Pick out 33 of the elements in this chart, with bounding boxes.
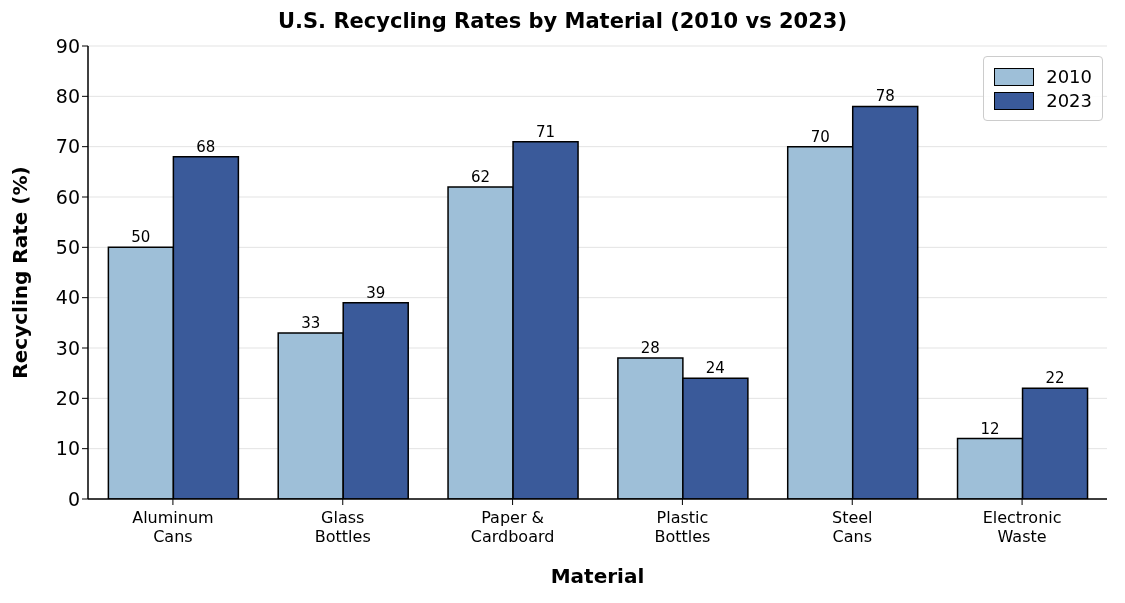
x-axis-title: Material [550,564,645,588]
legend-label: 2023 [1046,90,1092,111]
data-label: 12 [980,419,1000,438]
x-tick-label: Glass Bottles [314,508,371,546]
chart-title: U.S. Recycling Rates by Material (2010 vs 2023) [277,9,848,33]
y-tick-label: 90 [55,34,80,57]
y-tick-label: 20 [55,387,80,410]
data-label: 28 [640,339,660,358]
data-label: 50 [131,228,151,247]
data-label: 33 [301,313,321,332]
data-label: 62 [471,167,491,186]
legend-label: 2010 [1046,66,1092,87]
data-label: 70 [810,127,830,146]
y-tick-label: 80 [55,85,80,108]
y-tick-label: 50 [55,236,80,259]
data-label: 22 [1045,369,1065,388]
x-tick-label: Paper & Cardboard [470,508,555,546]
y-axis-title: Recycling Rate (%) [8,166,33,379]
y-tick-label: 0 [67,487,80,510]
y-tick-label: 10 [55,437,80,460]
y-tick-label: 70 [55,135,80,158]
y-tick-label: 40 [55,286,80,309]
data-label: 68 [196,137,216,156]
x-tick-label: Steel Cans [831,508,873,546]
data-label: 24 [705,359,725,378]
x-tick-label: Aluminum Cans [132,508,214,546]
x-tick-label: Electronic Waste [982,508,1062,546]
y-tick-label: 30 [55,336,80,359]
y-tick-label: 60 [55,185,80,208]
x-tick-label: Plastic Bottles [654,508,711,546]
data-label: 78 [875,87,895,106]
data-label: 71 [536,122,556,141]
data-label: 39 [366,283,386,302]
